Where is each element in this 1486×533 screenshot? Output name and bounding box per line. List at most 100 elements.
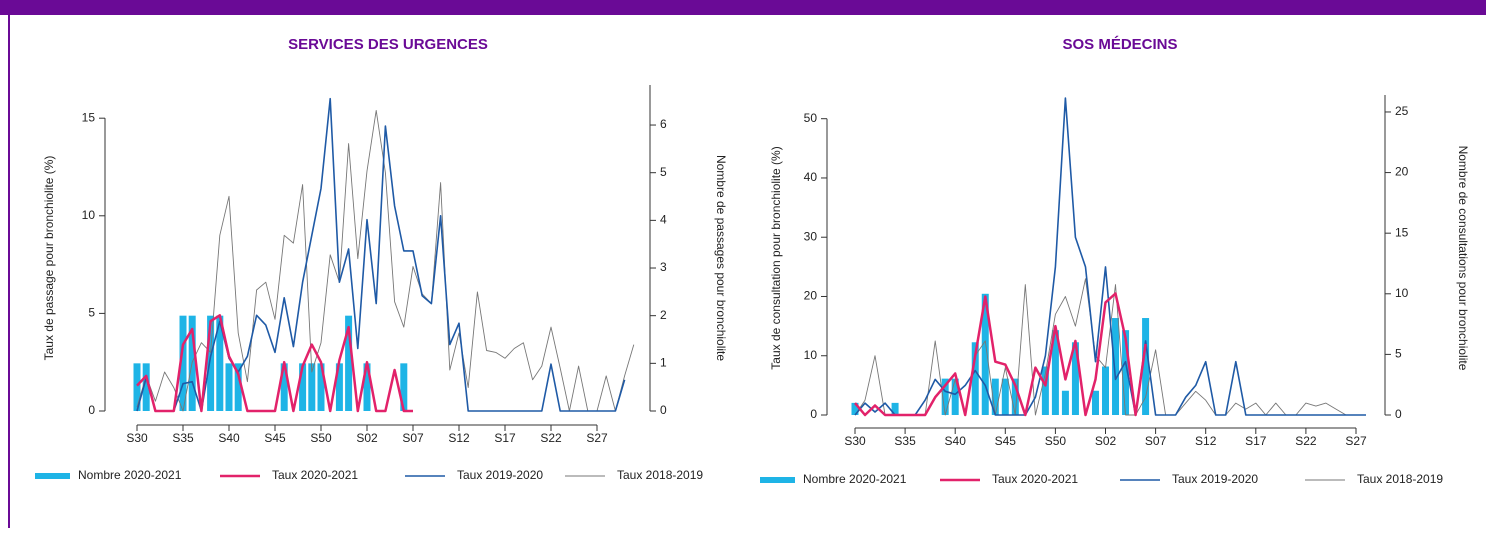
x-tick-label: S27 (586, 431, 608, 445)
y-tick-label: 30 (804, 229, 818, 243)
line (854, 97, 1366, 416)
legend-label: Nombre 2020-2021 (78, 468, 182, 482)
x-tick-label: S45 (995, 434, 1017, 448)
bar (1041, 366, 1049, 415)
legend-label: Taux 2020-2021 (992, 472, 1078, 486)
x-tick-label: S22 (1295, 434, 1317, 448)
legend-swatch (760, 477, 795, 483)
x-tick-label: S07 (402, 431, 424, 445)
line (854, 292, 1147, 417)
y-tick-label: 20 (804, 289, 818, 303)
bar (400, 363, 408, 411)
bar (234, 363, 242, 411)
y-tick-label: 10 (82, 208, 96, 222)
x-tick-label: S40 (218, 431, 240, 445)
header-bar (0, 0, 1486, 15)
x-tick-label: S30 (126, 431, 148, 445)
bar (1001, 378, 1009, 415)
y2-tick-label: 0 (1395, 407, 1402, 421)
bar (1061, 390, 1069, 415)
x-tick-label: S12 (1195, 434, 1217, 448)
y2-tick-label: 20 (1395, 165, 1409, 179)
legend-label: Nombre 2020-2021 (803, 472, 907, 486)
x-tick-label: S07 (1145, 434, 1167, 448)
y-tick-label: 15 (82, 110, 96, 124)
y-axis-label: Taux de consultation pour bronchiolite (… (769, 146, 783, 369)
y2-tick-label: 3 (660, 260, 667, 274)
bar (1011, 378, 1019, 415)
bar (317, 363, 325, 411)
line (136, 314, 413, 413)
bar (971, 342, 979, 415)
bar (133, 363, 141, 411)
bar (981, 293, 989, 415)
x-tick-label: S45 (264, 431, 286, 445)
y2-tick-label: 5 (1395, 347, 1402, 361)
bar (179, 315, 187, 411)
bar (280, 363, 288, 411)
bar (299, 363, 307, 411)
x-tick-label: S02 (356, 431, 378, 445)
y2-tick-label: 10 (1395, 286, 1409, 300)
bar (1102, 366, 1109, 415)
y-axis-label: Taux de passage pour bronchiolite (%) (42, 156, 56, 361)
chart-title: SERVICES DES URGENCES (288, 36, 488, 53)
y-tick-label: 10 (804, 348, 818, 362)
bar (1122, 330, 1130, 415)
x-tick-label: S35 (172, 431, 194, 445)
legend-label: Taux 2020-2021 (272, 468, 358, 482)
y2-tick-label: 25 (1395, 104, 1409, 118)
y-tick-label: 40 (804, 170, 818, 184)
bar (1071, 342, 1079, 415)
y2-tick-label: 2 (660, 308, 667, 322)
legend-label: Taux 2019-2020 (457, 468, 543, 482)
bar (225, 363, 233, 411)
bar (1051, 330, 1059, 415)
y-tick-label: 0 (810, 407, 817, 421)
x-tick-label: S50 (1045, 434, 1067, 448)
x-tick-label: S40 (945, 434, 967, 448)
x-tick-label: S17 (1245, 434, 1267, 448)
bar (851, 402, 859, 415)
x-tick-label: S35 (894, 434, 916, 448)
bar (207, 315, 215, 411)
x-tick-label: S27 (1345, 434, 1367, 448)
y2-tick-label: 6 (660, 117, 667, 131)
legend-label: Taux 2018-2019 (617, 468, 703, 482)
x-tick-label: S30 (844, 434, 866, 448)
bar (216, 315, 224, 411)
bar (941, 378, 949, 415)
bar (308, 363, 316, 411)
y2-axis-label: Nombre de passages pour bronchiolite (714, 155, 728, 361)
y2-tick-label: 1 (660, 356, 667, 370)
bar (1112, 318, 1120, 415)
chart-title: SOS MÉDECINS (1062, 36, 1177, 53)
bar (345, 315, 353, 411)
bar (142, 363, 150, 411)
x-tick-label: S17 (494, 431, 516, 445)
bar (335, 363, 343, 411)
x-tick-label: S50 (310, 431, 332, 445)
y-tick-label: 5 (88, 306, 95, 320)
y-tick-label: 50 (804, 111, 818, 125)
line (136, 97, 626, 412)
x-tick-label: S22 (540, 431, 562, 445)
legend-label: Taux 2018-2019 (1357, 472, 1443, 486)
y2-tick-label: 0 (660, 403, 667, 417)
y-tick-label: 0 (88, 403, 95, 417)
y2-tick-label: 4 (660, 213, 667, 227)
bar (891, 402, 899, 415)
bar (1091, 390, 1099, 415)
bar (363, 363, 371, 411)
legend-swatch (35, 473, 70, 479)
y2-tick-label: 5 (660, 165, 667, 179)
legend-label: Taux 2019-2020 (1172, 472, 1258, 486)
line (136, 109, 635, 412)
bar (1142, 318, 1150, 415)
x-tick-label: S12 (448, 431, 470, 445)
bar (991, 378, 999, 415)
bar (951, 378, 959, 415)
left-border (8, 0, 10, 528)
